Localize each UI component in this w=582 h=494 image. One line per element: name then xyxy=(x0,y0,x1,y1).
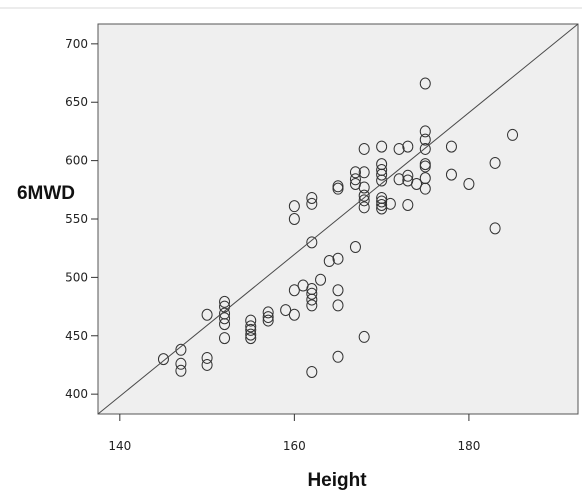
y-axis-title: 6MWD xyxy=(17,183,75,204)
data-point xyxy=(402,140,414,153)
data-point xyxy=(419,77,431,90)
data-point xyxy=(419,133,431,146)
data-point xyxy=(306,236,318,249)
data-point xyxy=(219,295,231,308)
data-point xyxy=(245,323,257,336)
data-point xyxy=(332,284,344,297)
data-point xyxy=(201,351,213,364)
data-point xyxy=(262,314,274,327)
data-point xyxy=(419,160,431,173)
data-point xyxy=(445,140,457,153)
data-point xyxy=(288,284,300,297)
y-tick-label: 700 xyxy=(65,37,88,51)
data-point xyxy=(358,166,370,179)
x-axis-title: Height xyxy=(307,470,367,491)
data-point xyxy=(262,306,274,319)
data-point xyxy=(245,320,257,333)
data-point xyxy=(489,222,501,235)
data-point xyxy=(376,140,388,153)
data-point xyxy=(175,343,187,356)
data-point xyxy=(219,312,231,325)
data-point xyxy=(219,318,231,331)
data-point xyxy=(376,168,388,181)
data-point xyxy=(280,304,292,317)
data-point xyxy=(332,182,344,195)
data-point xyxy=(201,358,213,371)
data-point xyxy=(402,169,414,182)
data-point xyxy=(245,332,257,345)
data-point xyxy=(489,156,501,169)
data-point xyxy=(358,201,370,214)
x-tick-label: 180 xyxy=(457,439,480,453)
y-axis: 400 450 500 550 600 650 700 xyxy=(65,37,98,401)
data-point xyxy=(376,198,388,211)
data-point xyxy=(445,168,457,181)
data-point xyxy=(245,328,257,341)
data-point xyxy=(376,202,388,215)
reference-line xyxy=(97,23,579,415)
data-point xyxy=(306,299,318,312)
data-point xyxy=(219,332,231,345)
data-point xyxy=(306,197,318,210)
x-tick-label: 160 xyxy=(283,439,306,453)
data-point xyxy=(288,213,300,225)
data-point xyxy=(358,181,370,194)
data-point xyxy=(393,142,405,155)
data-point xyxy=(332,299,344,312)
data-point xyxy=(507,128,519,141)
data-point xyxy=(419,125,431,138)
data-point xyxy=(358,194,370,207)
y-tick-label: 450 xyxy=(65,329,88,343)
data-point xyxy=(463,177,475,190)
data-point xyxy=(201,308,213,321)
data-point xyxy=(419,142,431,155)
data-point xyxy=(349,241,361,254)
data-point xyxy=(315,273,327,286)
data-point xyxy=(358,330,370,343)
data-point xyxy=(376,174,388,187)
data-point xyxy=(419,182,431,195)
data-point xyxy=(402,198,414,211)
data-point xyxy=(358,189,370,202)
y-tick-label: 650 xyxy=(65,95,88,109)
x-tick-label: 140 xyxy=(108,439,131,453)
data-point xyxy=(349,173,361,186)
y-tick-label: 550 xyxy=(65,212,88,226)
data-point xyxy=(332,252,344,265)
y-tick-label: 400 xyxy=(65,387,88,401)
data-point xyxy=(323,255,335,268)
data-point xyxy=(306,293,318,306)
data-point xyxy=(157,353,169,366)
data-point xyxy=(175,357,187,370)
data-point xyxy=(349,166,361,179)
data-point xyxy=(384,197,396,210)
data-point xyxy=(245,314,257,327)
data-point xyxy=(306,365,318,378)
data-point xyxy=(306,191,318,204)
y-tick-label: 500 xyxy=(65,270,88,284)
data-point xyxy=(358,142,370,155)
data-points xyxy=(157,77,519,378)
data-point xyxy=(288,200,300,213)
x-axis: 140 160 180 xyxy=(108,414,480,453)
y-tick-label: 600 xyxy=(65,154,88,168)
data-point xyxy=(288,308,300,321)
data-point xyxy=(175,364,187,377)
data-point xyxy=(262,311,274,324)
data-point xyxy=(306,287,318,300)
data-point xyxy=(332,350,344,363)
data-point xyxy=(376,195,388,208)
data-point xyxy=(411,177,423,190)
